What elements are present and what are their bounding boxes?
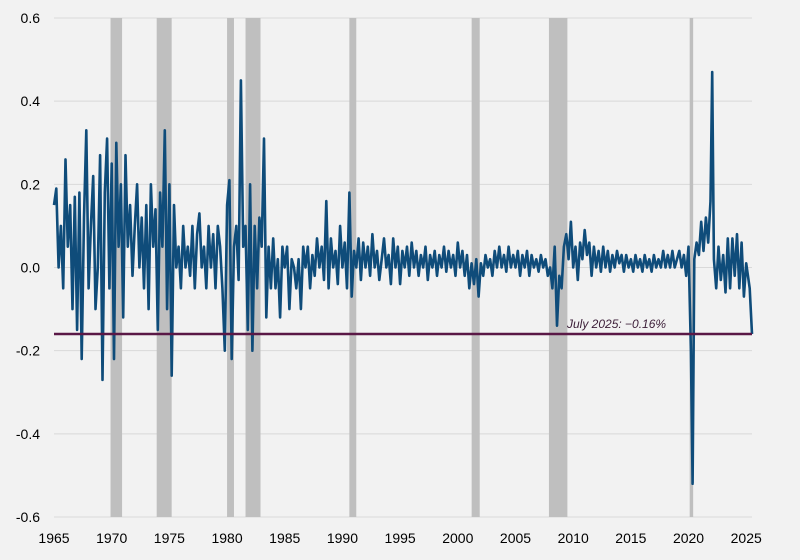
- reference-line-label: July 2025: −0.16%: [566, 317, 666, 331]
- y-tick-label: -0.4: [16, 426, 40, 442]
- x-tick-label: 1985: [269, 530, 300, 546]
- y-tick-label: -0.2: [16, 343, 40, 359]
- series-group: [52, 70, 754, 485]
- x-tick-label: 1980: [211, 530, 242, 546]
- x-axis-ticks: 1965 1970 1975 1980 1985 1990 1995 2000 2005 2010…: [38, 530, 762, 546]
- y-tick-label: -0.6: [16, 509, 40, 525]
- x-tick-label: 1995: [385, 530, 416, 546]
- x-tick-label: 1990: [327, 530, 358, 546]
- y-tick-label: 0.4: [21, 93, 41, 109]
- x-tick-label: 1975: [154, 530, 185, 546]
- x-tick-label: 1965: [38, 530, 69, 546]
- recession-band: [689, 18, 694, 517]
- x-tick-label: 2015: [615, 530, 646, 546]
- y-axis-ticks: -0.6 -0.4 -0.2 0.0 0.2 0.4 0.6: [16, 10, 40, 525]
- y-tick-label: 0.6: [21, 10, 41, 26]
- x-tick-label: 2020: [673, 530, 704, 546]
- x-tick-label: 2000: [442, 530, 473, 546]
- x-tick-label: 1970: [96, 530, 127, 546]
- x-tick-label: 2010: [558, 530, 589, 546]
- x-tick-label: 2025: [731, 530, 762, 546]
- y-tick-label: 0.0: [21, 260, 41, 276]
- series-line: [52, 70, 754, 485]
- reference-line-group: July 2025: −0.16%: [54, 317, 752, 336]
- recession-band: [110, 18, 123, 517]
- recession-band: [156, 18, 172, 517]
- recession-band: [548, 18, 568, 517]
- y-tick-label: 0.2: [21, 176, 41, 192]
- x-tick-label: 2005: [500, 530, 531, 546]
